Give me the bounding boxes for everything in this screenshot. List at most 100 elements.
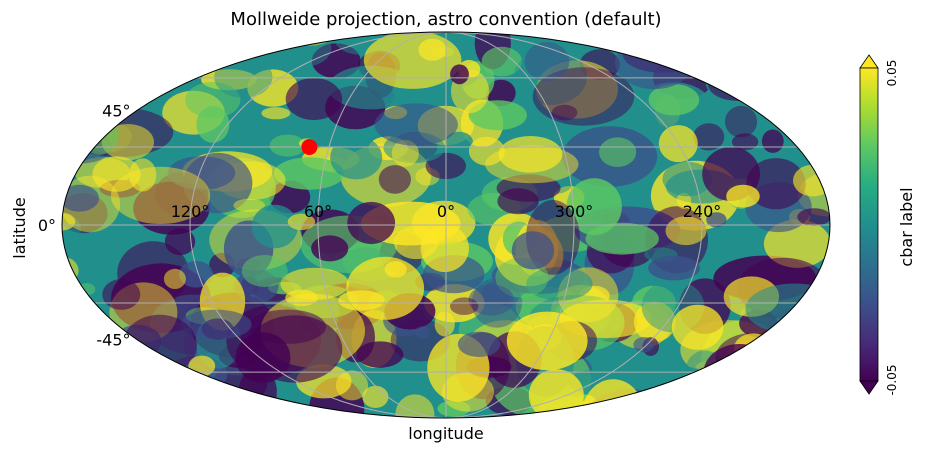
sky-map-blob [745,283,830,335]
sky-map-blob [62,359,114,413]
sky-map-blob [163,268,186,289]
colorbar-gradient [859,67,879,382]
sky-map-blob [676,192,692,209]
latitude-tick-label: 45° [102,102,130,121]
sky-map-blob [745,72,810,107]
sky-map-blob [794,89,830,144]
sky-map-blob [746,158,806,210]
sky-map-blob [783,51,814,85]
sky-map-blob [335,370,369,401]
sky-map-blob [498,136,563,173]
sky-map-blob [704,231,732,248]
sky-map-blob [62,61,132,103]
sky-map-blob [330,136,383,180]
sky-map-blob [167,156,236,190]
sky-map-blob [129,158,157,192]
sky-map-blob [347,201,396,245]
sky-map-blob [69,51,97,73]
sky-map-blob [633,337,655,353]
sky-map-blob [672,376,729,415]
colorbar-extend-top [859,54,879,69]
sky-map-blob [62,87,86,144]
sky-map-blob [233,198,265,212]
sky-map-blob [566,178,622,236]
sky-map-blob [378,165,411,194]
sky-map-blob [703,344,776,403]
sky-map-blob [434,311,455,337]
sky-map-blob [287,213,316,230]
sky-map-blob [798,325,830,382]
sky-map-blob [736,78,782,98]
colorbar: 0.05 -0.05 cbar label [859,54,916,396]
sky-map-blob [468,136,505,166]
latitude-tick-label: -45° [96,330,130,349]
sky-map-blob [765,350,830,411]
longitude-tick-label: 240° [683,202,722,221]
sky-map-blob [363,32,462,89]
sky-map-blob [62,64,93,96]
sky-map-blob [658,32,711,47]
sky-map-blob [154,32,202,56]
sky-map-blob [798,91,830,127]
sky-map-blob [188,355,216,377]
map-outline [61,31,831,419]
sky-map-blob [102,279,141,310]
sky-map-blob [457,331,501,357]
sky-map-blob [105,347,141,370]
sky-map-blob [599,137,637,167]
sky-map-blob [103,32,148,64]
sky-map-blob [551,104,578,121]
sky-map-blob [116,370,182,418]
sky-map-blob [62,327,94,366]
sky-map-blob [648,255,700,281]
sky-map-blob [180,309,252,340]
longitude-tick-labels: 120° 60° 0° 300° 240° [171,202,722,221]
sky-map-blob [755,392,801,418]
sky-map-blob [269,134,306,157]
sky-map-blob [247,69,299,107]
sky-map-blob [89,36,116,59]
sky-map-blob [285,77,343,121]
sky-map-blob [62,374,83,404]
sky-map-blob [84,32,117,53]
sky-map-blob [105,32,170,66]
sky-map-blob [485,145,579,184]
colorbar-max-label: 0.05 [885,60,899,87]
sky-map-blob [62,184,100,212]
longitude-tick-label: 60° [304,202,332,221]
sky-map-blob [179,261,214,288]
sky-map-blob [736,370,792,399]
sky-map-blob [526,267,593,301]
sky-map-blob [62,256,79,285]
y-axis-label: latitude [10,197,29,258]
sky-map-blob [62,32,107,75]
sky-map-blob [733,389,778,418]
sky-map-blob [761,129,784,153]
sky-map-blob [720,363,766,405]
sky-map-blob [415,326,430,339]
sky-map-blob [528,369,584,418]
sky-map-blob [726,184,760,208]
sky-map-blob [671,304,724,350]
longitude-tick-label: 300° [555,202,594,221]
sky-map-blob [468,284,515,316]
sky-map [62,32,830,418]
sky-map-blob [214,56,273,98]
sky-map-blob [105,359,161,397]
sky-map-blob [185,82,241,118]
sky-map-blob [311,235,349,262]
sky-map-blob [665,216,707,246]
sky-map-blob [261,107,291,120]
sky-map-blob [776,337,806,359]
sky-map-blob [662,161,712,197]
sky-map-blob [164,228,196,256]
sky-map-blob [241,255,288,287]
chart-title: Mollweide projection, astro convention (… [230,9,661,30]
sky-map-blob [420,224,469,272]
sky-map-blob [481,46,522,77]
sky-map-blob [122,314,197,376]
sky-map-blob [756,356,818,402]
sky-map-blob [766,390,830,418]
sky-map-blob [362,385,389,408]
